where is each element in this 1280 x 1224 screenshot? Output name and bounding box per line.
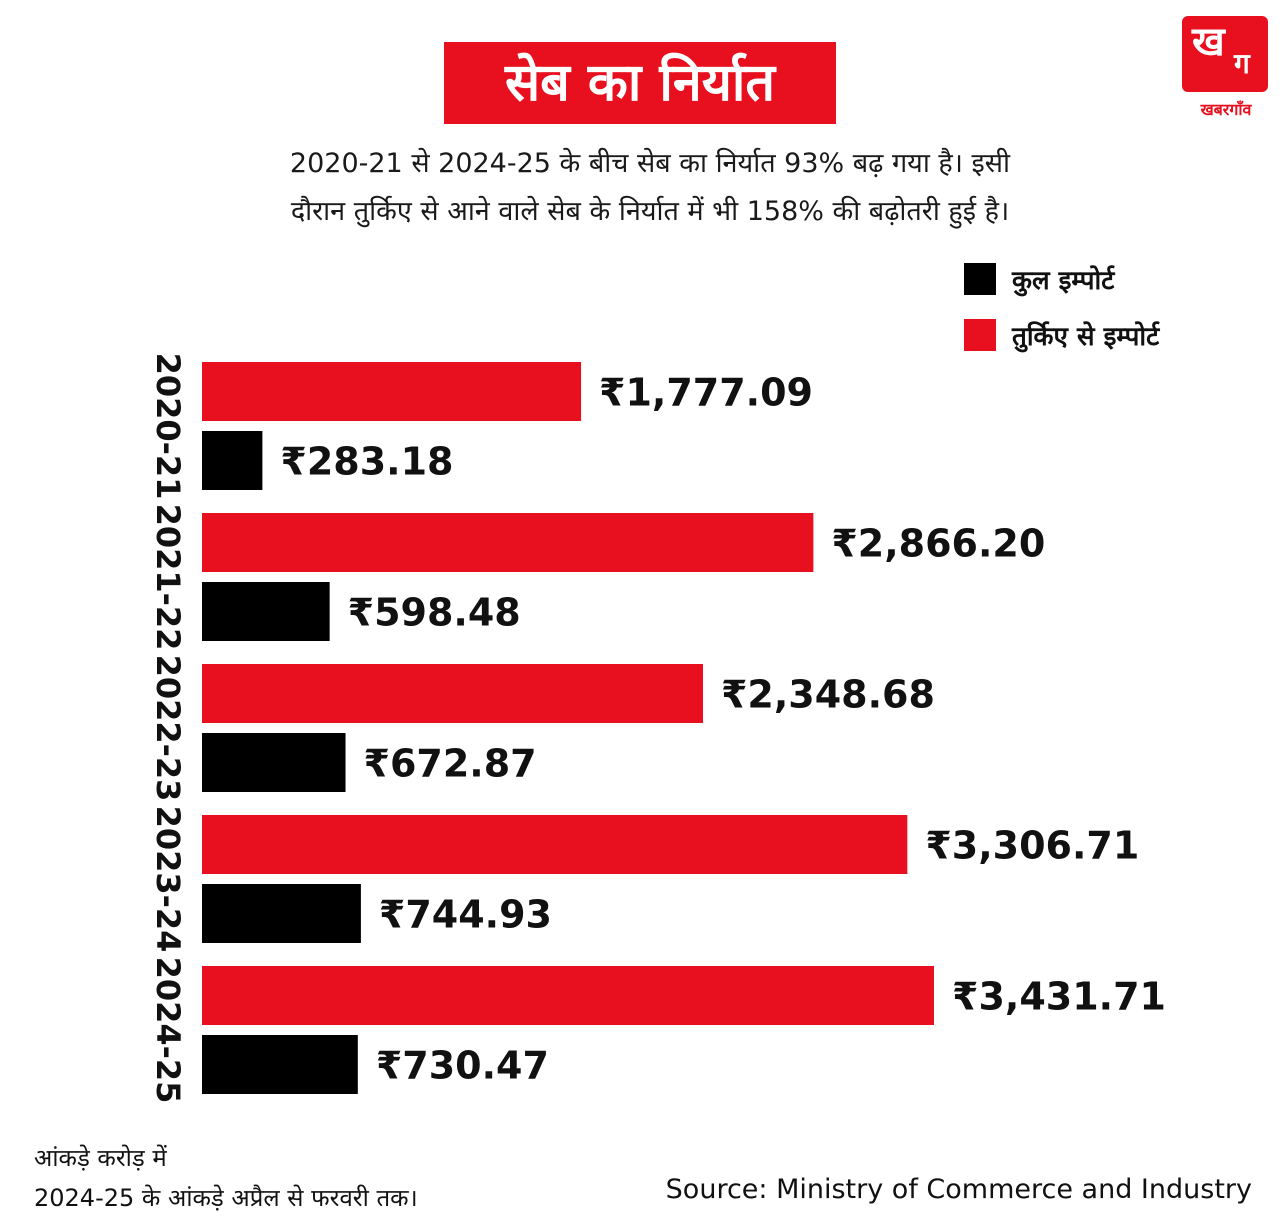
data-label-2021-22-turkey: ₹2,866.20 [831, 522, 1045, 566]
category-label-2021-22: 2021-22 [149, 504, 187, 651]
logo-badge: ख ग [1182, 16, 1268, 92]
page-title: सेब का निर्यात [504, 53, 776, 113]
bar-2024-25-turkey [202, 966, 934, 1025]
source-credit: Source: Ministry of Commerce and Industr… [665, 1174, 1252, 1205]
data-label-2022-23-turkey: ₹2,348.68 [721, 673, 935, 717]
footnote-period: 2024-25 के आंकड़े अप्रैल से फरवरी तक। [34, 1184, 418, 1212]
brand-logo: ख ग खबरगाँव [1182, 16, 1268, 124]
bar-2020-21-turkey [202, 362, 582, 421]
legend-item-total: कुल इम्पोर्ट [964, 262, 1159, 296]
category-label-2022-23: 2022-23 [149, 655, 187, 802]
footnote-units: आंकड़े करोड़ में [34, 1144, 167, 1172]
subtitle-line-1: 2020-21 से 2024-25 के बीच सेब का निर्यात… [289, 148, 1011, 179]
bar-2020-21-total [202, 431, 263, 490]
category-label-2020-21: 2020-21 [149, 353, 187, 500]
subtitle-line-2: दौरान तुर्किए से आने वाले सेब के निर्यात… [290, 196, 1010, 227]
logo-glyph-small: ग [1234, 47, 1250, 80]
data-label-2024-25-total: ₹730.47 [376, 1044, 549, 1088]
data-label-2020-21-total: ₹283.18 [280, 440, 453, 484]
category-label-2024-25: 2024-25 [149, 957, 187, 1104]
bar-2022-23-turkey [202, 664, 703, 723]
bar-2021-22-turkey [202, 513, 814, 572]
data-label-2023-24-total: ₹744.93 [379, 893, 552, 937]
logo-caption: खबरगाँव [1200, 100, 1252, 119]
category-label-2023-24: 2023-24 [149, 806, 187, 953]
legend-swatch-turkey [964, 319, 996, 351]
bar-2022-23-total [202, 733, 346, 792]
data-label-2023-24-turkey: ₹3,306.71 [925, 824, 1139, 868]
footnote: आंकड़े करोड़ में 2024-25 के आंकड़े अप्रै… [34, 1138, 418, 1218]
data-label-2022-23-total: ₹672.87 [364, 742, 537, 786]
bar-2024-25-total [202, 1035, 358, 1094]
legend-label-total: कुल इम्पोर्ट [1012, 266, 1115, 296]
data-label-2024-25-turkey: ₹3,431.71 [952, 975, 1166, 1019]
bar-2021-22-total [202, 582, 330, 641]
data-label-2021-22-total: ₹598.48 [348, 591, 521, 635]
chart-legend: कुल इम्पोर्ट तुर्किए से इम्पोर्ट [964, 262, 1159, 374]
legend-swatch-total [964, 263, 996, 295]
legend-item-turkey: तुर्किए से इम्पोर्ट [964, 318, 1159, 352]
logo-glyph-main: ख [1192, 19, 1225, 65]
bar-2023-24-turkey [202, 815, 908, 874]
subtitle: 2020-21 से 2024-25 के बीच सेब का निर्यात… [150, 140, 1150, 236]
legend-label-turkey: तुर्किए से इम्पोर्ट [1012, 322, 1160, 352]
bar-2023-24-total [202, 884, 361, 943]
title-banner: सेब का निर्यात [444, 42, 836, 124]
data-label-2020-21-turkey: ₹1,777.09 [599, 371, 813, 415]
